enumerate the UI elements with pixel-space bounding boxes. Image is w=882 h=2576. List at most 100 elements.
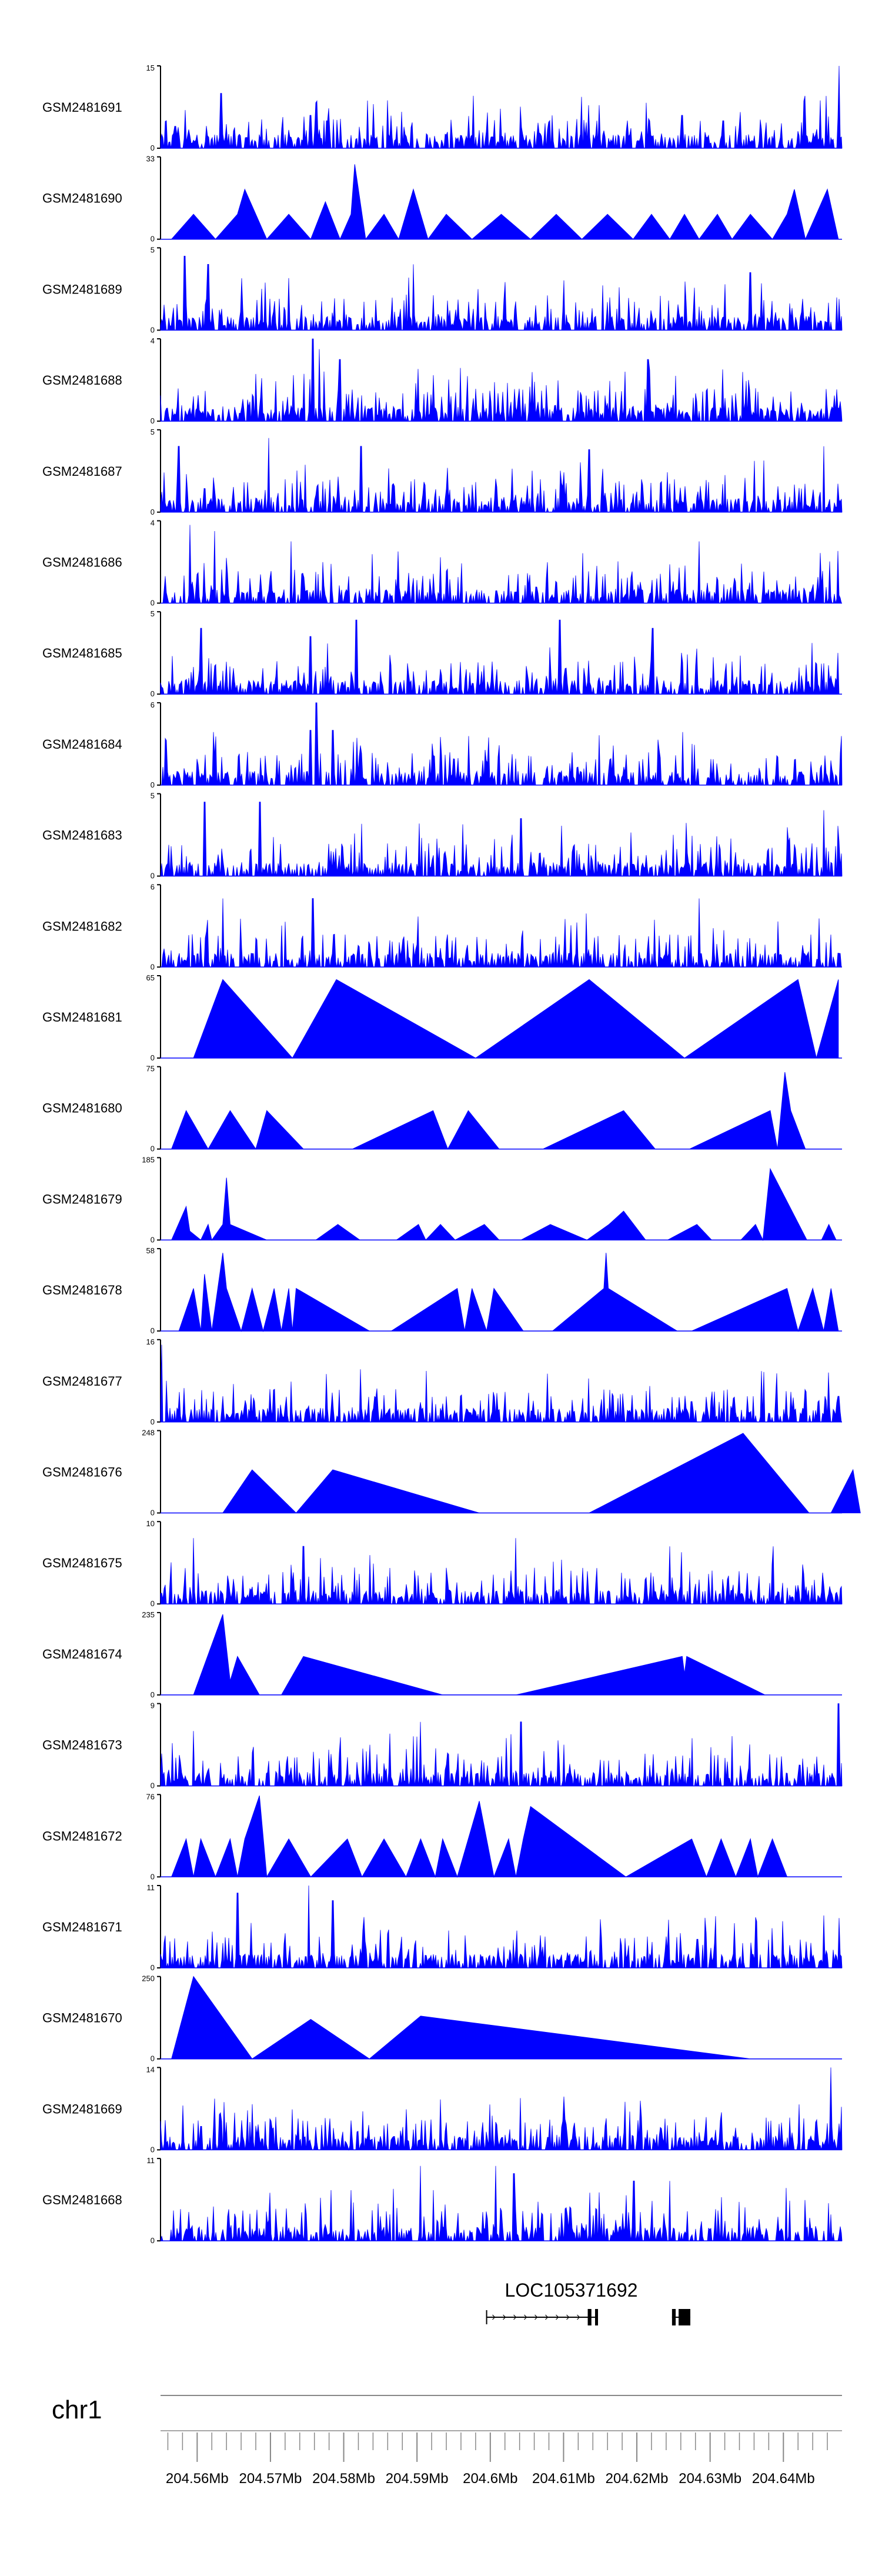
gene-exon (595, 2309, 599, 2325)
y-min-label: 0 (151, 1599, 155, 1608)
signal-area (171, 1072, 806, 1150)
y-max-label: 11 (147, 1883, 155, 1892)
x-tick-label: 204.61Mb (532, 2471, 595, 2487)
track-label: GSM2481669 (42, 2101, 122, 2116)
y-min-label: 0 (151, 1509, 155, 1517)
track-GSM2481690: GSM2481690 33 0 (42, 155, 842, 243)
track-GSM2481675: GSM2481675 10 0 (42, 1519, 843, 1608)
track-GSM2481681: GSM2481681 65 0 (42, 973, 842, 1062)
y-min-label: 0 (151, 2145, 155, 2154)
y-max-label: 65 (146, 973, 155, 982)
signal-area (160, 256, 843, 331)
y-max-label: 58 (146, 1246, 155, 1255)
y-min-label: 0 (151, 325, 155, 334)
track-GSM2481685: GSM2481685 5 0 (42, 609, 842, 698)
y-max-label: 6 (151, 700, 155, 709)
track-GSM2481691: GSM2481691 15 0 (42, 64, 843, 152)
track-label: GSM2481675 (42, 1556, 122, 1570)
y-max-label: 10 (146, 1519, 155, 1528)
track-GSM2481684: GSM2481684 6 0 (42, 700, 843, 789)
track-label: GSM2481684 (42, 737, 122, 752)
track-label: GSM2481673 (42, 1738, 122, 1753)
y-max-label: 248 (142, 1429, 155, 1437)
track-GSM2481671: GSM2481671 11 0 (42, 1883, 843, 1972)
track-label: GSM2481680 (42, 1101, 122, 1116)
y-max-label: 5 (151, 245, 155, 254)
strand-arrow-icon (492, 2314, 496, 2320)
signal-area (171, 1167, 837, 1242)
y-min-label: 0 (151, 2054, 155, 2063)
strand-arrow-icon (566, 2314, 570, 2320)
gene-exon (587, 2309, 592, 2325)
signal-area (160, 1885, 843, 1968)
y-max-label: 9 (151, 1701, 155, 1710)
track-GSM2481674: GSM2481674 235 0 (42, 1610, 842, 1699)
signal-area (160, 802, 843, 876)
signal-area (171, 1795, 788, 1878)
track-GSM2481686: GSM2481686 4 0 (42, 519, 842, 608)
y-max-label: 185 (142, 1155, 155, 1164)
chromosome-label: chr1 (52, 2395, 102, 2424)
y-min-label: 0 (151, 1417, 155, 1426)
y-max-label: 235 (142, 1610, 155, 1619)
track-GSM2481672: GSM2481672 76 0 (42, 1792, 842, 1881)
track-label: GSM2481682 (42, 919, 122, 933)
genome-axis-track: chr1 204.56Mb 204.57Mb 204.58Mb 204.59Mb 204… (52, 2395, 842, 2487)
track-label: GSM2481674 (42, 1647, 122, 1661)
x-tick-label: 204.56Mb (166, 2471, 229, 2487)
y-max-label: 6 (151, 882, 155, 891)
gene-annotation-track: LOC105371692 (486, 2280, 691, 2325)
signal-area (222, 1433, 861, 1514)
y-max-label: 75 (146, 1065, 155, 1073)
track-GSM2481680: GSM2481680 75 0 (42, 1065, 842, 1153)
track-label: GSM2481677 (42, 1374, 122, 1389)
y-min-label: 0 (151, 2236, 155, 2245)
y-min-label: 0 (151, 780, 155, 789)
x-tick-label: 204.62Mb (606, 2471, 669, 2487)
y-max-label: 5 (151, 609, 155, 618)
x-tick-label: 204.58Mb (312, 2471, 375, 2487)
strand-arrow-icon (577, 2314, 580, 2320)
x-tick-label: 204.63Mb (679, 2471, 741, 2487)
signal-area (171, 1976, 751, 2060)
y-max-label: 16 (146, 1337, 155, 1346)
gene-exon (671, 2309, 676, 2325)
track-label: GSM2481678 (42, 1283, 122, 1297)
y-max-label: 33 (146, 155, 155, 163)
y-min-label: 0 (151, 235, 155, 243)
y-min-label: 0 (151, 1144, 155, 1153)
track-label: GSM2481668 (42, 2193, 122, 2207)
signal-area (160, 2165, 843, 2241)
track-GSM2481688: GSM2481688 4 0 (42, 336, 843, 425)
signal-area (160, 2067, 843, 2151)
y-max-label: 15 (146, 64, 155, 72)
track-label: GSM2481679 (42, 1192, 122, 1206)
x-tick-label: 204.6Mb (463, 2471, 517, 2487)
track-label: GSM2481685 (42, 646, 122, 660)
signal-area (161, 525, 842, 605)
gene-exon (679, 2309, 691, 2325)
track-GSM2481676: GSM2481676 248 0 (42, 1429, 861, 1517)
signal-area (160, 338, 843, 422)
strand-arrow-icon (545, 2314, 549, 2320)
strand-arrow-icon (513, 2314, 517, 2320)
track-label: GSM2481687 (42, 464, 122, 479)
strand-arrow-icon (534, 2314, 538, 2320)
y-min-label: 0 (151, 962, 155, 971)
strand-arrow-icon (524, 2314, 527, 2320)
track-GSM2481679: GSM2481679 185 0 (42, 1155, 842, 1244)
y-max-label: 76 (146, 1792, 155, 1801)
y-min-label: 0 (151, 1235, 155, 1244)
y-min-label: 0 (151, 1053, 155, 1062)
track-label: GSM2481672 (42, 1828, 122, 1843)
strand-arrow-icon (556, 2314, 559, 2320)
track-GSM2481689: GSM2481689 5 0 (42, 245, 843, 334)
y-max-label: 5 (151, 792, 155, 800)
track-label: GSM2481676 (42, 1465, 122, 1480)
signal-area (193, 1614, 766, 1696)
y-min-label: 0 (151, 416, 155, 425)
track-label: GSM2481691 (42, 100, 122, 115)
track-GSM2481682: GSM2481682 6 0 (42, 882, 842, 971)
signal-area (161, 702, 843, 786)
y-min-label: 0 (151, 872, 155, 880)
